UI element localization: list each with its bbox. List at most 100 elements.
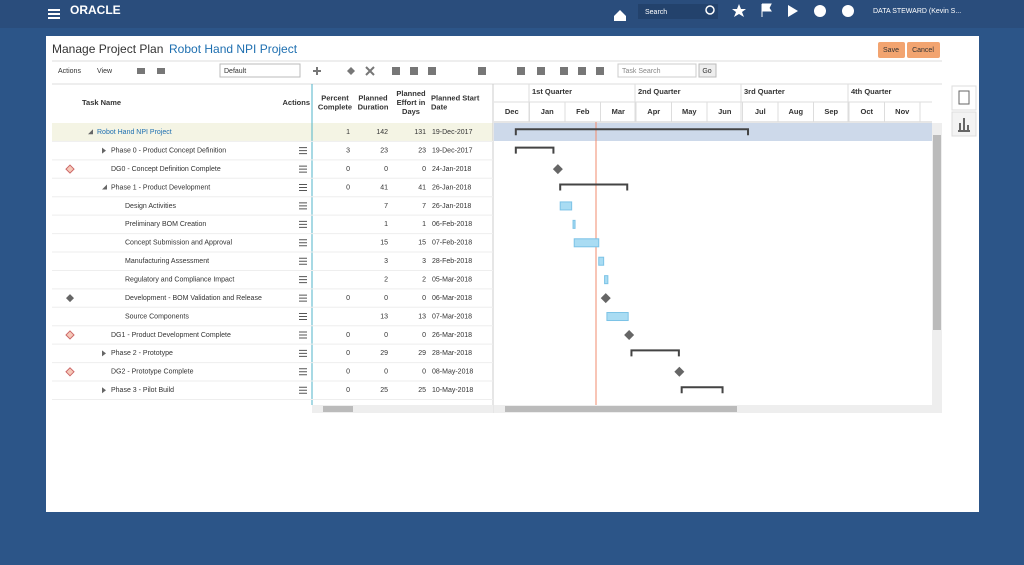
cell-number: 15 (380, 240, 388, 247)
expand-icon[interactable] (102, 147, 106, 154)
h-thumb-right[interactable] (505, 406, 737, 412)
h-scroll-left[interactable] (312, 405, 493, 413)
save-label: Save (883, 47, 899, 54)
gantt-summary (514, 146, 555, 154)
row-actions[interactable] (299, 239, 307, 247)
row-actions[interactable] (299, 184, 307, 192)
row-actions[interactable] (299, 276, 307, 284)
task-name: Manufacturing Assessment (125, 258, 209, 265)
start-date: 28-Mar-2018 (432, 350, 472, 357)
month-label: Oct (860, 107, 873, 116)
row-actions[interactable] (299, 368, 307, 376)
cell-number: 3 (384, 258, 388, 265)
cell-number: 25 (418, 387, 426, 394)
cell-number: 1 (384, 221, 388, 228)
help-icon[interactable] (842, 5, 854, 17)
task-name: Development - BOM Validation and Release (125, 295, 262, 302)
row-actions[interactable] (299, 294, 307, 302)
favorites-icon[interactable] (732, 4, 746, 17)
layout-value: Default (224, 68, 246, 75)
task-name: DG2 - Prototype Complete (111, 369, 194, 376)
task-name: Regulatory and Compliance Impact (125, 276, 234, 283)
task-name: DG1 - Product Development Complete (111, 332, 231, 339)
row-actions[interactable] (299, 202, 307, 210)
task-name: Phase 1 - Product Development (111, 184, 210, 191)
cell-number: 7 (384, 203, 388, 210)
quarter-label: 4th Quarter (851, 87, 892, 96)
h-thumb-left[interactable] (323, 406, 353, 412)
month-label: Apr (647, 107, 660, 116)
save-button[interactable] (878, 42, 905, 58)
row-actions[interactable] (299, 147, 307, 155)
cell-number: 23 (380, 147, 388, 154)
cell-number: 0 (422, 332, 426, 339)
collapse-icon[interactable] (102, 184, 107, 190)
task-search-box[interactable] (617, 63, 697, 78)
expand-icon[interactable] (102, 387, 106, 394)
row-actions[interactable] (299, 349, 307, 357)
task-name: Phase 0 - Product Concept Definition (111, 147, 226, 154)
task-search-placeholder: Task Search (622, 68, 661, 75)
task-name: Phase 2 - Prototype (111, 350, 173, 357)
actions-menu[interactable]: Actions (58, 68, 81, 75)
start-date: 06-Feb-2018 (432, 221, 472, 228)
cancel-button[interactable] (907, 42, 940, 58)
gantt-task (606, 312, 629, 322)
search-box[interactable] (638, 4, 718, 19)
selected-row (52, 123, 493, 141)
cell-number: 2 (422, 276, 426, 283)
cell-number: 0 (346, 184, 350, 191)
start-date: 19-Dec-2017 (432, 129, 473, 136)
start-date: 26-Jan-2018 (432, 203, 471, 210)
top-bar (0, 0, 1024, 28)
task-name: Concept Submission and Approval (125, 240, 232, 247)
row-actions[interactable] (299, 257, 307, 265)
row-actions[interactable] (299, 331, 307, 339)
logo: ORACLE (70, 3, 121, 17)
cell-number: 0 (346, 369, 350, 376)
column-header: Planned Effort in Days (396, 89, 426, 116)
gate-icon (65, 367, 75, 377)
user-menu[interactable]: DATA STEWARD (Kevin S... (873, 8, 961, 15)
month-label: May (682, 107, 697, 116)
gantt-summary (630, 349, 680, 357)
gantt-task (598, 256, 605, 266)
cell-number: 13 (418, 313, 426, 320)
go-button[interactable] (698, 63, 717, 78)
flag-icon[interactable] (761, 3, 772, 17)
layout-select[interactable] (219, 63, 301, 78)
cell-number: 7 (422, 203, 426, 210)
details-tab[interactable] (951, 85, 977, 111)
view-menu[interactable]: View (97, 68, 113, 75)
task-name[interactable]: Robot Hand NPI Project (97, 129, 172, 136)
access-icon[interactable] (814, 5, 826, 17)
v-scroll-thumb[interactable] (933, 135, 941, 330)
cell-number: 0 (384, 295, 388, 302)
cell-number: 1 (422, 221, 426, 228)
home-icon[interactable] (614, 10, 626, 21)
project-name: Robot Hand NPI Project (169, 42, 298, 56)
row-actions[interactable] (299, 313, 307, 321)
page-title: Manage Project Plan (52, 42, 163, 56)
gantt-milestone (600, 293, 611, 304)
collapse-icon[interactable] (88, 129, 93, 135)
notify-icon[interactable] (788, 5, 798, 17)
cell-number: 131 (414, 129, 426, 136)
row-actions[interactable] (299, 220, 307, 228)
cell-number: 142 (376, 129, 388, 136)
quarter-label: 2nd Quarter (638, 87, 681, 96)
cell-number: 29 (380, 350, 388, 357)
column-header: Task Name (82, 98, 121, 107)
cell-number: 41 (380, 184, 388, 191)
cell-number: 15 (418, 240, 426, 247)
expand-icon[interactable] (102, 350, 106, 357)
menu-icon[interactable] (48, 9, 60, 19)
start-date: 26-Jan-2018 (432, 184, 471, 191)
column-header: Planned Duration (358, 93, 389, 111)
gantt-milestone (624, 329, 635, 340)
row-actions[interactable] (299, 386, 307, 394)
cell-number: 0 (346, 332, 350, 339)
search-icon[interactable] (705, 5, 715, 15)
row-actions[interactable] (299, 165, 307, 173)
